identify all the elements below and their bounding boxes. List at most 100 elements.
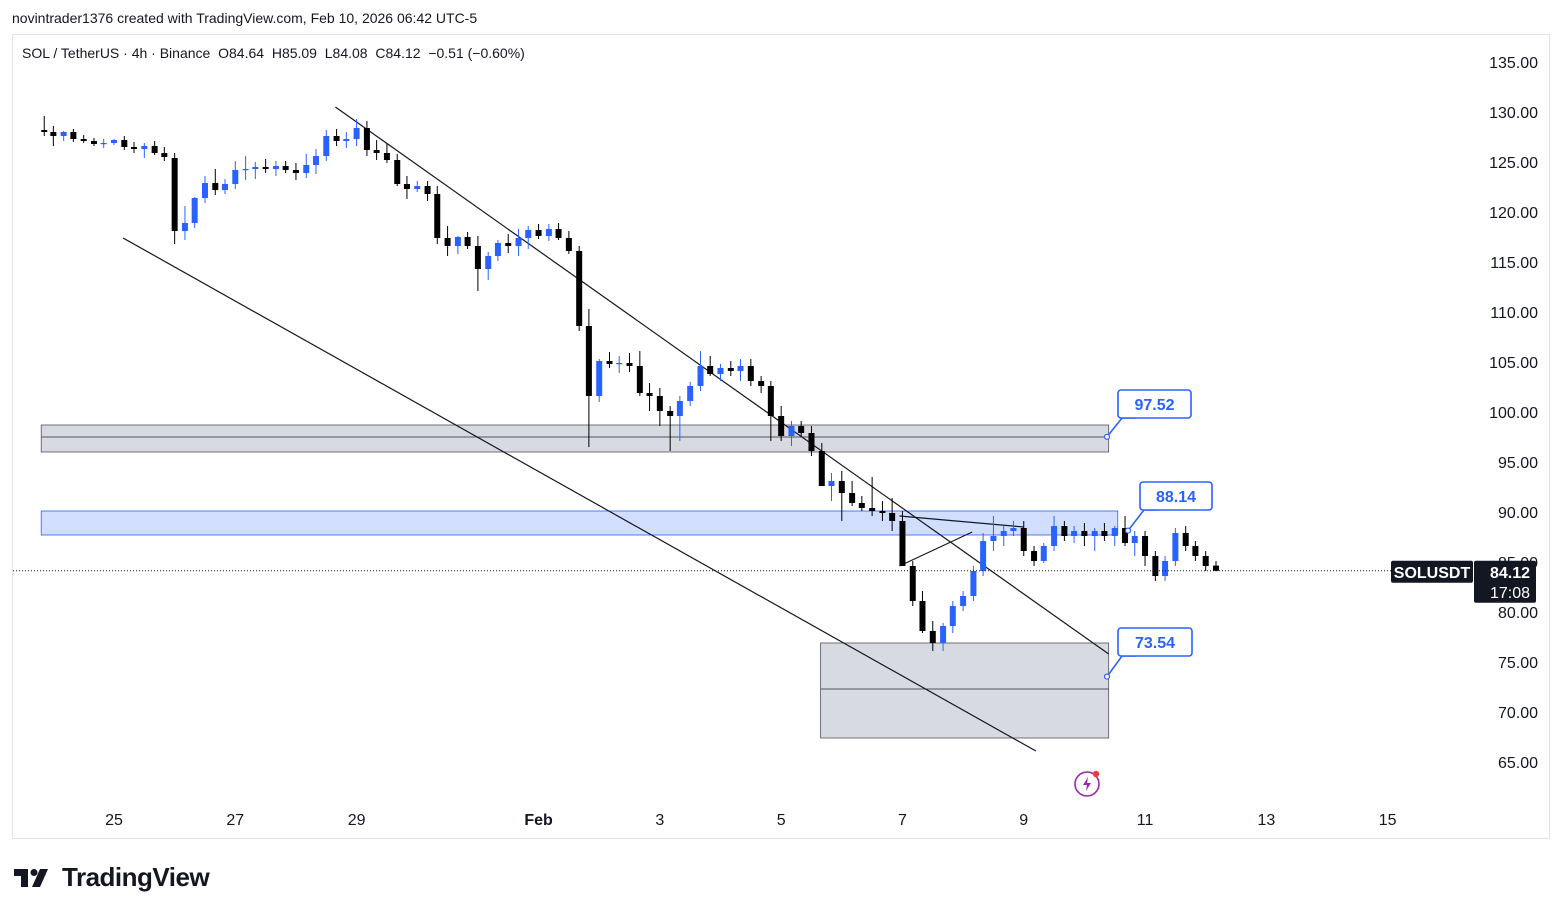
candle[interactable] bbox=[909, 561, 916, 606]
candle[interactable] bbox=[1071, 526, 1078, 543]
candle[interactable] bbox=[221, 179, 228, 194]
candle[interactable] bbox=[444, 226, 451, 256]
candle[interactable] bbox=[525, 226, 532, 249]
candle[interactable] bbox=[929, 621, 936, 651]
legend-symbol[interactable]: SOL / TetherUS · 4h · Binance bbox=[22, 45, 211, 61]
candle[interactable] bbox=[687, 382, 694, 406]
candle[interactable] bbox=[232, 161, 239, 189]
candle[interactable] bbox=[919, 591, 926, 633]
channel-upper[interactable] bbox=[335, 106, 1110, 655]
candle[interactable] bbox=[252, 162, 259, 179]
candle[interactable] bbox=[828, 473, 835, 501]
candle[interactable] bbox=[312, 149, 319, 174]
candle[interactable] bbox=[849, 481, 856, 506]
candle[interactable] bbox=[1081, 523, 1088, 546]
candle[interactable] bbox=[555, 223, 562, 240]
candle[interactable] bbox=[181, 206, 188, 240]
candle[interactable] bbox=[778, 406, 785, 441]
candle[interactable] bbox=[272, 161, 279, 176]
candle[interactable] bbox=[1202, 551, 1209, 571]
price-callout[interactable]: 88.14 bbox=[1124, 481, 1213, 534]
candle[interactable] bbox=[111, 139, 117, 145]
candle[interactable] bbox=[353, 119, 360, 146]
triangle-top[interactable] bbox=[899, 515, 1024, 528]
tradingview-logo[interactable]: TradingView bbox=[14, 862, 210, 893]
candle[interactable] bbox=[434, 186, 441, 244]
candle[interactable] bbox=[980, 533, 987, 576]
candle[interactable] bbox=[1111, 526, 1118, 546]
candle[interactable] bbox=[282, 161, 289, 173]
candle[interactable] bbox=[333, 129, 340, 146]
candle[interactable] bbox=[626, 353, 633, 372]
candle[interactable] bbox=[1213, 561, 1220, 572]
candle[interactable] bbox=[363, 121, 370, 156]
support-resistance-zone[interactable] bbox=[40, 510, 1119, 536]
candle[interactable] bbox=[949, 601, 956, 633]
candle[interactable] bbox=[1162, 556, 1169, 581]
candle[interactable] bbox=[515, 229, 522, 256]
candle[interactable] bbox=[808, 426, 815, 456]
candle[interactable] bbox=[373, 140, 380, 160]
candle[interactable] bbox=[201, 176, 208, 203]
resistance-zone[interactable] bbox=[40, 424, 1110, 453]
candle[interactable] bbox=[596, 359, 603, 402]
candle[interactable] bbox=[494, 240, 501, 261]
candle[interactable] bbox=[869, 477, 876, 516]
candle[interactable] bbox=[383, 143, 390, 163]
candle[interactable] bbox=[667, 406, 674, 451]
candle[interactable] bbox=[454, 236, 461, 254]
candle[interactable] bbox=[565, 231, 572, 254]
candle[interactable] bbox=[707, 356, 714, 376]
candle[interactable] bbox=[727, 361, 734, 376]
candle[interactable] bbox=[616, 356, 623, 373]
candle[interactable] bbox=[191, 197, 198, 228]
candle[interactable] bbox=[131, 142, 138, 153]
candle[interactable] bbox=[1131, 531, 1138, 556]
candle[interactable] bbox=[1192, 541, 1199, 561]
candle[interactable] bbox=[990, 516, 997, 551]
candle[interactable] bbox=[1152, 551, 1159, 581]
candle[interactable] bbox=[90, 138, 97, 146]
candle[interactable] bbox=[1000, 526, 1007, 546]
candle[interactable] bbox=[505, 234, 512, 253]
candle[interactable] bbox=[656, 388, 663, 426]
candle[interactable] bbox=[970, 566, 977, 601]
candle[interactable] bbox=[50, 126, 57, 146]
candle[interactable] bbox=[1101, 523, 1108, 541]
candle[interactable] bbox=[646, 383, 653, 411]
candle[interactable] bbox=[485, 252, 492, 280]
candle[interactable] bbox=[1031, 546, 1038, 566]
candle[interactable] bbox=[899, 511, 906, 566]
candle[interactable] bbox=[151, 141, 158, 155]
candle[interactable] bbox=[576, 246, 583, 331]
candle[interactable] bbox=[545, 224, 552, 241]
candle[interactable] bbox=[889, 498, 896, 531]
candle[interactable] bbox=[1142, 531, 1149, 566]
channel-lower[interactable] bbox=[122, 237, 1037, 752]
candle[interactable] bbox=[464, 232, 471, 249]
candle[interactable] bbox=[767, 381, 774, 441]
candle[interactable] bbox=[343, 132, 350, 148]
candle[interactable] bbox=[121, 136, 128, 150]
candle[interactable] bbox=[141, 143, 148, 158]
candle[interactable] bbox=[747, 359, 754, 386]
candle[interactable] bbox=[737, 359, 744, 381]
candle[interactable] bbox=[788, 421, 795, 446]
candle[interactable] bbox=[394, 154, 401, 186]
candle[interactable] bbox=[100, 139, 107, 148]
candle[interactable] bbox=[585, 309, 592, 447]
candle[interactable] bbox=[1010, 521, 1017, 536]
demand-zone[interactable] bbox=[820, 642, 1110, 739]
candle[interactable] bbox=[1182, 526, 1189, 551]
candle[interactable] bbox=[171, 153, 178, 244]
price-callout[interactable]: 97.52 bbox=[1103, 389, 1192, 440]
candle[interactable] bbox=[717, 364, 724, 381]
candle[interactable] bbox=[41, 116, 48, 136]
chart-frame[interactable] bbox=[12, 34, 1550, 839]
candle[interactable] bbox=[858, 496, 865, 511]
candle[interactable] bbox=[262, 159, 269, 173]
candle[interactable] bbox=[676, 396, 683, 441]
candle[interactable] bbox=[606, 352, 613, 368]
triangle-bottom[interactable] bbox=[899, 531, 973, 567]
candle[interactable] bbox=[70, 129, 77, 142]
